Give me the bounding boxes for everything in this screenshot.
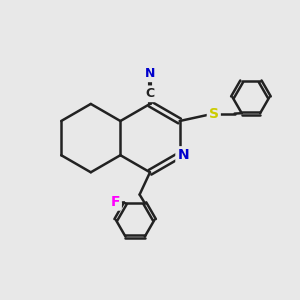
Text: F: F: [110, 195, 120, 208]
Text: S: S: [209, 106, 219, 121]
Text: N: N: [145, 67, 155, 80]
Text: C: C: [146, 87, 154, 100]
Text: N: N: [177, 148, 189, 162]
